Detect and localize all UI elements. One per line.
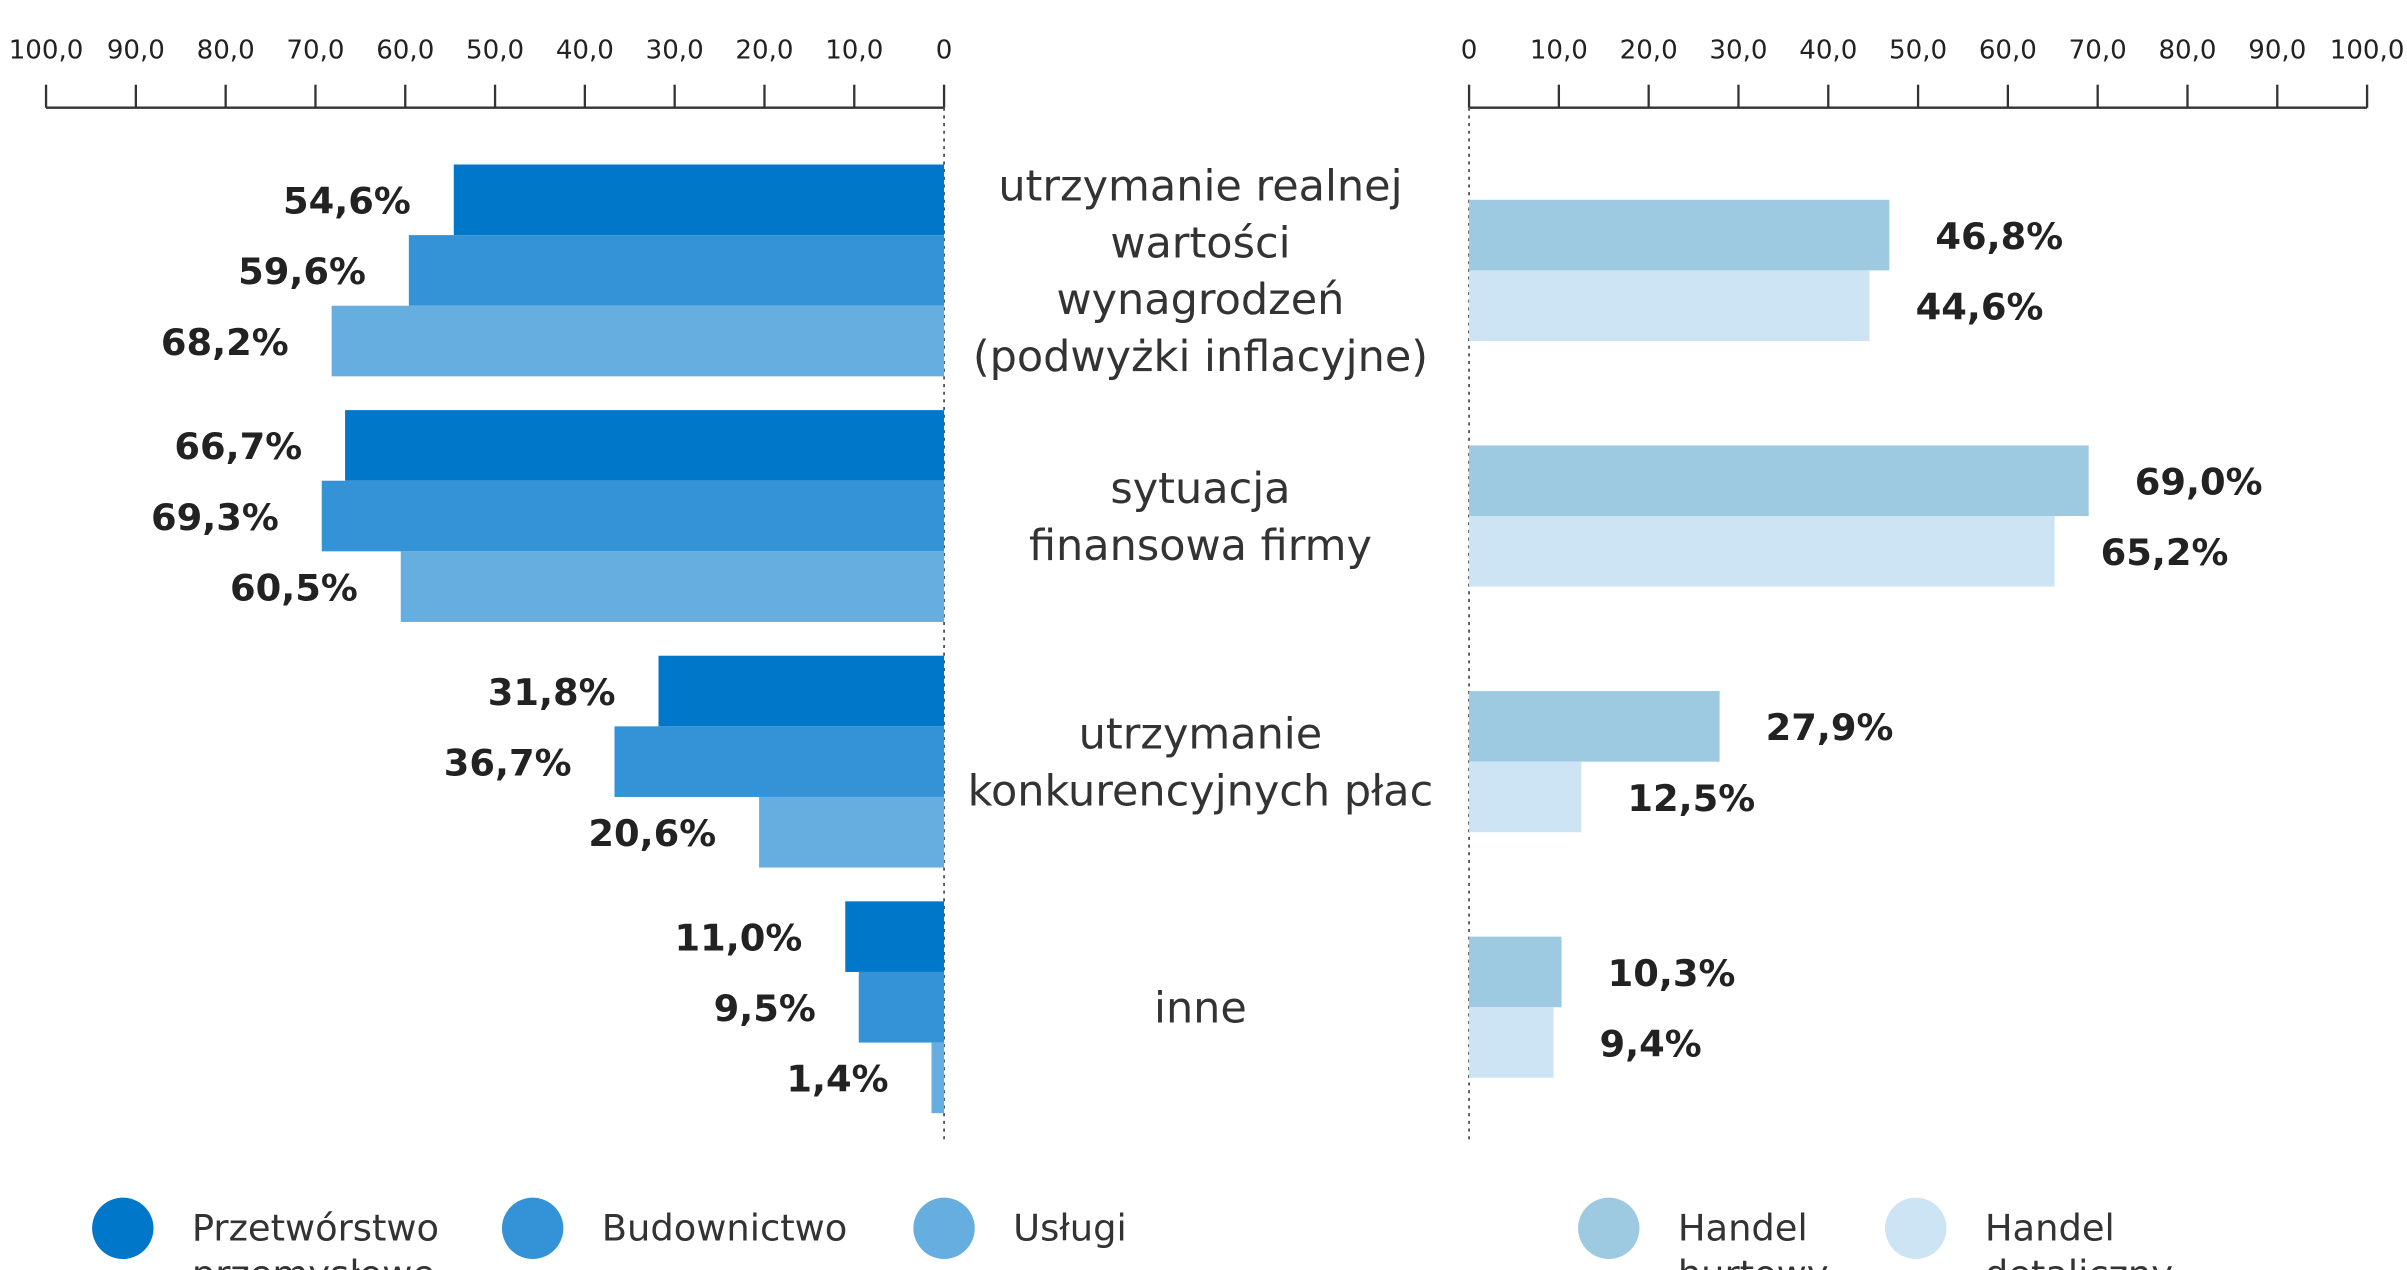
value-label: 11,0% <box>675 916 803 959</box>
value-label: 12,5% <box>1627 777 1755 820</box>
x-tick-label: 100,0 <box>9 36 84 66</box>
value-label: 65,2% <box>2101 531 2229 574</box>
bar <box>345 410 945 481</box>
bar <box>759 796 945 868</box>
bar <box>1469 270 1870 342</box>
bar <box>845 901 945 972</box>
bar <box>453 164 945 236</box>
x-tick-label: 60,0 <box>376 36 434 66</box>
value-label: 10,3% <box>1608 952 1736 995</box>
category-label: utrzymanie konkurencyjnych płac <box>968 710 1434 817</box>
bar <box>1469 445 2089 517</box>
value-label: 46,8% <box>1935 215 2063 258</box>
x-tick-label: 100,0 <box>2330 36 2405 66</box>
value-label: 1,4% <box>786 1058 888 1101</box>
value-label: 54,6% <box>283 180 411 223</box>
bar <box>400 551 945 622</box>
x-tick-label: 70,0 <box>286 36 344 66</box>
x-tick-label: 10,0 <box>1530 36 1588 66</box>
legend-swatch <box>92 1197 154 1260</box>
category-label: utrzymanie realnej wartości wynagrodzeń (po… <box>973 162 1428 382</box>
x-tick-label: 70,0 <box>2069 36 2127 66</box>
x-tick-label: 80,0 <box>197 36 255 66</box>
bar <box>1469 761 1582 833</box>
x-tick-label: 40,0 <box>556 36 614 66</box>
legend-swatch <box>1885 1197 1947 1260</box>
value-label: 66,7% <box>174 425 302 468</box>
legend-swatch <box>501 1197 564 1260</box>
legend-swatch <box>1578 1197 1640 1260</box>
x-tick-label: 60,0 <box>1979 36 2037 66</box>
bar <box>1469 199 1890 271</box>
bar <box>858 971 945 1043</box>
bar <box>1469 691 1720 762</box>
x-tick-label: 0 <box>1461 36 1478 66</box>
value-label: 36,7% <box>444 741 572 784</box>
legend-swatch <box>913 1197 975 1260</box>
x-tick-label: 20,0 <box>1620 36 1678 66</box>
legend-label: Usługi <box>1013 1207 1127 1250</box>
value-label: 9,5% <box>714 987 816 1030</box>
value-label: 59,6% <box>238 250 366 293</box>
value-label: 69,3% <box>151 496 279 539</box>
bar <box>658 655 945 727</box>
bar <box>1469 1007 1554 1078</box>
value-label: 68,2% <box>161 321 289 364</box>
value-label: 20,6% <box>588 812 716 855</box>
category-label: sytuacja finansowa firmy <box>1029 464 1372 571</box>
bar <box>931 1042 945 1114</box>
legend-label: Handelhurtowy <box>1678 1207 1829 1270</box>
legend-label: Handeldetaliczny <box>1985 1207 2173 1270</box>
bar <box>614 726 945 797</box>
x-tick-label: 20,0 <box>735 36 793 66</box>
bar <box>1469 516 2055 587</box>
x-tick-label: 50,0 <box>466 36 524 66</box>
bar <box>1469 936 1562 1008</box>
value-label: 60,5% <box>230 566 358 609</box>
x-tick-label: 80,0 <box>2158 36 2216 66</box>
bar <box>331 305 945 377</box>
bar <box>321 480 945 552</box>
value-label: 69,0% <box>2135 461 2263 504</box>
legend-label: Budownictwo <box>602 1207 848 1250</box>
bar <box>408 235 945 306</box>
x-tick-label: 90,0 <box>2248 36 2306 66</box>
x-tick-label: 10,0 <box>825 36 883 66</box>
value-label: 31,8% <box>488 671 616 714</box>
value-label: 9,4% <box>1600 1022 1702 1065</box>
legend-label: Przetwórstwoprzemysłowe <box>192 1207 439 1270</box>
value-label: 27,9% <box>1766 706 1894 749</box>
x-tick-label: 90,0 <box>107 36 165 66</box>
value-label: 44,6% <box>1916 286 2044 329</box>
x-tick-label: 0 <box>936 36 953 66</box>
x-tick-label: 30,0 <box>646 36 704 66</box>
x-tick-label: 50,0 <box>1889 36 1947 66</box>
category-label: inne <box>1154 984 1247 1034</box>
x-tick-label: 40,0 <box>1799 36 1857 66</box>
x-tick-label: 30,0 <box>1709 36 1767 66</box>
